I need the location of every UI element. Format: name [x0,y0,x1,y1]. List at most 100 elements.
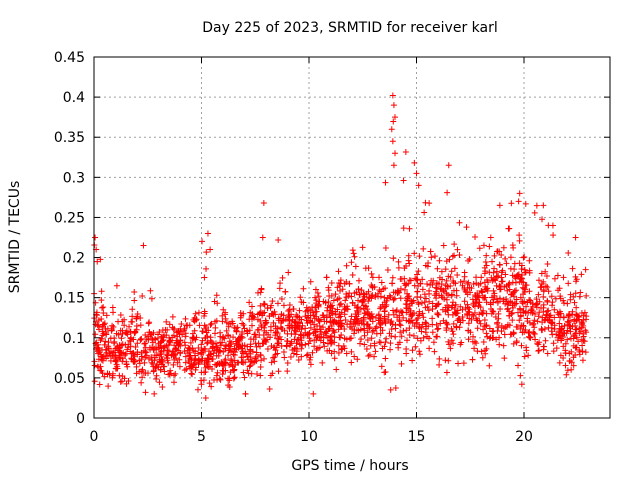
data-point [388,126,395,133]
data-point [403,281,410,288]
data-point [247,347,254,354]
data-point [139,292,146,299]
data-point [563,371,570,378]
data-point [225,332,232,339]
data-point [201,312,208,319]
data-point [334,306,341,313]
data-point [445,311,452,318]
data-point [348,335,355,342]
data-point [580,333,587,340]
data-point [199,238,206,245]
data-point [203,265,210,272]
data-point [117,349,124,356]
data-point [222,315,229,322]
data-point [397,329,404,336]
data-point [419,321,426,328]
data-point [352,263,359,270]
data-point [437,286,444,293]
data-point [429,300,436,307]
data-point [491,292,498,299]
data-point [381,308,388,315]
data-point [486,362,493,369]
data-point [286,342,293,349]
data-point [572,234,579,241]
data-point [406,260,413,267]
data-point [142,332,149,339]
data-point [222,342,229,349]
data-point [450,320,457,327]
data-point [378,279,385,286]
data-point [346,280,353,287]
data-point [562,350,569,357]
data-point [101,341,108,348]
data-point [99,324,106,331]
data-point [162,326,169,333]
data-point [100,330,107,337]
data-point [492,313,499,320]
data-point [518,265,525,272]
data-point [549,302,556,309]
data-point [378,363,385,370]
data-point [542,268,549,275]
data-point [153,375,160,382]
data-point [498,274,505,281]
data-point [102,352,109,359]
data-point [419,286,426,293]
data-point [429,281,436,288]
data-point [348,313,355,320]
data-point [490,308,497,315]
data-point [289,347,296,354]
data-point [356,291,363,298]
data-point [285,314,292,321]
data-point [483,252,490,259]
data-point [284,368,291,375]
data-point [442,357,449,364]
data-point [178,321,185,328]
data-point [155,345,162,352]
data-point [246,363,253,370]
data-point [231,357,238,364]
data-point [526,288,533,295]
data-point [304,351,311,358]
data-point [410,332,417,339]
data-point [242,390,249,397]
data-point [411,282,418,289]
data-point [182,359,189,366]
data-point [117,378,124,385]
data-point [494,248,501,255]
data-point [205,356,212,363]
data-point [328,337,335,344]
data-point [377,321,384,328]
data-point [282,288,289,295]
data-point [442,266,449,273]
data-point [229,363,236,370]
data-point [540,278,547,285]
data-point [257,309,264,316]
data-point [503,260,510,267]
data-point [527,334,534,341]
data-point [480,242,487,249]
data-point [124,346,131,353]
data-point [297,334,304,341]
data-point [557,352,564,359]
data-point [287,354,294,361]
data-point [415,268,422,275]
data-point [372,348,379,355]
data-point [94,322,101,329]
data-point [225,342,232,349]
data-point [170,361,177,368]
data-point [571,318,578,325]
data-point [499,278,506,285]
data-point [578,321,585,328]
data-point [520,307,527,314]
data-point [280,302,287,309]
data-point [203,249,210,256]
x-tick-label: 15 [408,429,426,445]
data-point [571,299,578,306]
data-point [519,329,526,336]
data-point [517,372,524,379]
data-point [572,344,579,351]
data-point [296,341,303,348]
data-point [360,316,367,323]
data-point [116,345,123,352]
